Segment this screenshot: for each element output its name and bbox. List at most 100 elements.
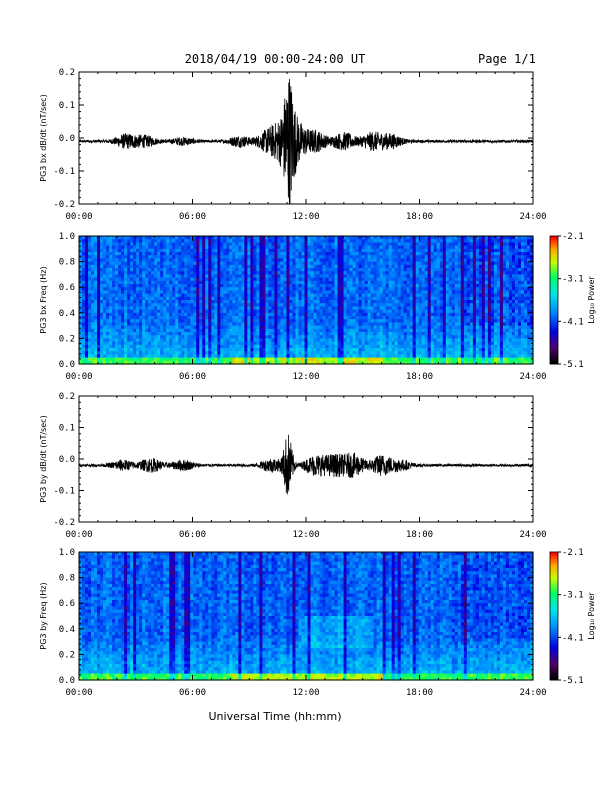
- spectrogram-cell: [151, 290, 155, 295]
- spectrogram-cell: [172, 354, 176, 359]
- spectrogram-cell: [115, 245, 119, 250]
- spectrogram-cell: [175, 357, 179, 362]
- spectrogram-cell: [130, 255, 134, 259]
- spectrogram-cell: [223, 303, 227, 307]
- spectrogram-cell: [223, 252, 227, 256]
- spectrogram-cell: [235, 338, 239, 343]
- spectrogram-cell: [259, 252, 264, 256]
- spectrogram-cell: [259, 277, 264, 282]
- spectrogram-cell: [193, 344, 197, 349]
- spectrogram-cell: [196, 319, 200, 323]
- spectrogram-cell: [178, 271, 182, 275]
- spectrogram-cell: [82, 325, 86, 330]
- spectrogram-cell: [115, 255, 119, 259]
- spectrogram-cell: [190, 354, 194, 359]
- spectrogram-cell: [268, 341, 273, 346]
- spectrogram-cell: [241, 303, 245, 307]
- spectrogram-cell: [136, 306, 140, 311]
- spectrogram-cell: [181, 322, 185, 327]
- panel-1-trace: [78, 78, 534, 205]
- spectrogram-cell: [253, 264, 257, 269]
- spectrogram-cell: [88, 300, 92, 304]
- spectrogram-cell: [244, 354, 248, 359]
- spectrogram-cell: [205, 287, 209, 291]
- spectrogram-cell: [85, 344, 89, 349]
- spectrogram-cell: [262, 357, 267, 362]
- spectrogram-cell: [262, 248, 267, 253]
- spectrogram-cell: [148, 309, 152, 314]
- spectrogram-cell: [130, 303, 134, 307]
- spectrogram-cell: [136, 344, 140, 349]
- spectrogram-cell: [124, 293, 128, 298]
- spectrogram-cell: [229, 319, 233, 323]
- spectrogram-cell: [121, 357, 125, 362]
- spectrogram-cell: [253, 354, 257, 359]
- spectrogram-cell: [193, 338, 197, 343]
- spectrogram-cell: [223, 296, 227, 301]
- spectrogram-cell: [208, 248, 212, 253]
- spectrogram-cell: [193, 296, 197, 301]
- spectrogram-cell: [106, 335, 110, 339]
- spectrogram-cell: [211, 360, 215, 365]
- spectrogram-cell: [256, 239, 260, 243]
- spectrogram-cell: [127, 252, 131, 256]
- spectrogram-cell: [157, 338, 161, 343]
- spectrogram-cell: [235, 357, 239, 362]
- spectrogram-cell: [190, 287, 194, 291]
- spectrogram-cell: [229, 316, 233, 320]
- spectrogram-cell: [97, 325, 101, 330]
- spectrogram-cell: [241, 300, 245, 304]
- spectrogram-cell: [115, 344, 119, 349]
- spectrogram-cell: [160, 245, 164, 250]
- spectrogram-cell: [142, 274, 146, 279]
- spectrogram-cell: [160, 325, 164, 330]
- spectrogram-cell: [214, 271, 218, 275]
- spectrogram-cell: [238, 252, 242, 256]
- spectrogram-cell: [151, 296, 155, 301]
- spectrogram-cell: [106, 255, 110, 259]
- spectrogram-cell: [265, 306, 270, 311]
- spectrogram-cell: [139, 271, 143, 275]
- spectrogram-cell: [184, 300, 188, 304]
- spectrogram-cell: [238, 306, 242, 311]
- spectrogram-cell: [268, 312, 273, 317]
- spectrogram-cell: [190, 328, 194, 333]
- spectrogram-cell: [133, 255, 137, 259]
- spectrogram-cell: [241, 258, 245, 263]
- spectrogram-cell: [205, 351, 209, 355]
- spectrogram-cell: [208, 357, 212, 362]
- spectrogram-cell: [124, 290, 128, 295]
- spectrogram-cell: [268, 300, 273, 304]
- spectrogram-cell: [79, 277, 83, 282]
- spectrogram-cell: [229, 296, 233, 301]
- spectrogram-cell: [214, 274, 218, 279]
- spectrogram-cell: [124, 287, 128, 291]
- spectrogram-cell: [193, 332, 197, 336]
- spectrogram-cell: [166, 344, 170, 349]
- spectrogram-cell: [139, 344, 143, 349]
- spectrogram-cell: [205, 316, 209, 320]
- spectrogram-cell: [223, 341, 227, 346]
- spectrogram-cell: [193, 242, 197, 247]
- spectrogram-cell: [271, 236, 276, 240]
- spectrogram-cell: [94, 348, 98, 352]
- spectrogram-cell: [169, 293, 173, 298]
- spectrogram-cell: [262, 296, 267, 301]
- spectrogram-cell: [88, 335, 92, 339]
- spectrogram-cell: [103, 248, 107, 253]
- spectrogram-cell: [256, 360, 260, 365]
- spectrogram-cell: [211, 306, 215, 311]
- spectrogram-cell: [136, 309, 140, 314]
- spectrogram-cell: [250, 264, 254, 269]
- spectrogram-cell: [139, 335, 143, 339]
- spectrogram-cell: [130, 351, 134, 355]
- spectrogram-cell: [97, 296, 101, 301]
- spectrogram-cell: [229, 360, 233, 365]
- spectrogram-cell: [178, 264, 182, 269]
- spectrogram-cell: [91, 335, 95, 339]
- spectrogram-cell: [241, 328, 245, 333]
- spectrogram-cell: [151, 252, 155, 256]
- spectrogram-cell: [208, 280, 212, 285]
- spectrogram-cell: [250, 351, 254, 355]
- spectrogram-cell: [124, 258, 128, 263]
